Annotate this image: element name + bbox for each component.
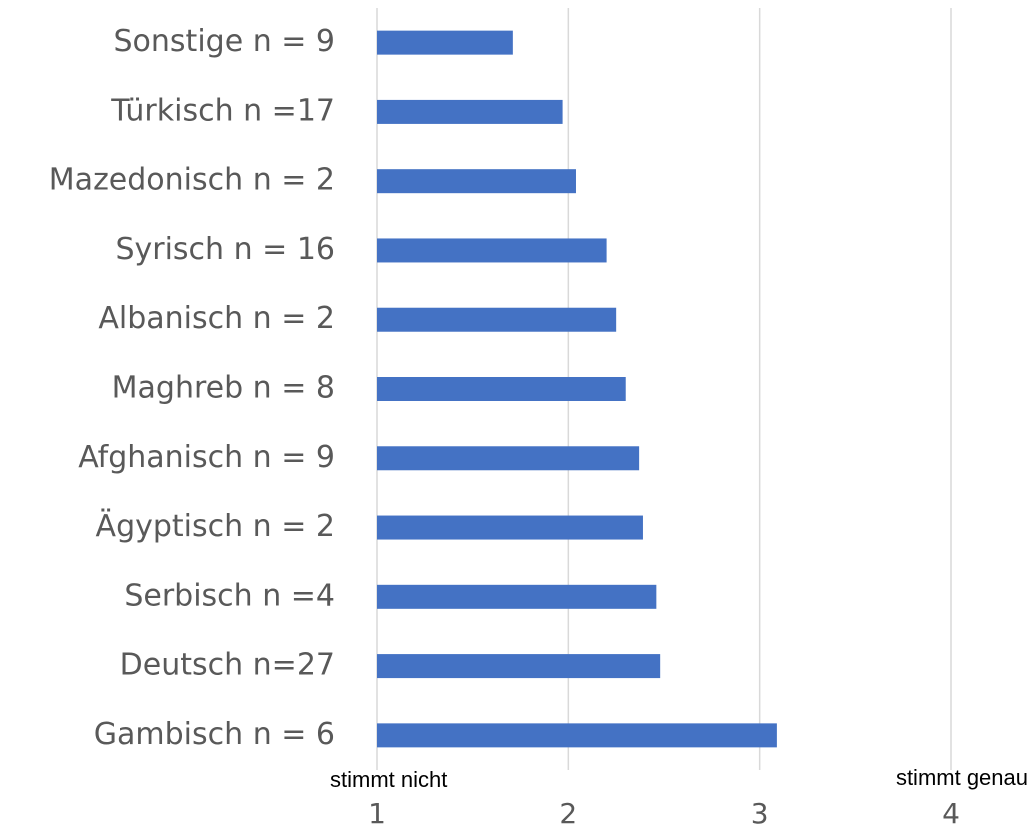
bar	[377, 30, 513, 55]
annotation: stimmt nicht	[330, 767, 447, 792]
y-tick-label: Maghreb n = 8	[112, 371, 335, 406]
x-tick-label: 1	[368, 797, 386, 829]
y-tick-label: Türkisch n =17	[110, 93, 335, 128]
annotation: stimmt genau	[896, 765, 1028, 790]
bar	[377, 307, 617, 332]
y-tick-label: Albanisch n = 2	[98, 301, 335, 336]
y-tick-label: Deutsch n=27	[120, 648, 335, 683]
y-tick-label: Sonstige n = 9	[114, 24, 335, 59]
y-tick-label: Mazedonisch n = 2	[49, 163, 335, 198]
bar	[377, 515, 643, 540]
x-tick-label: 4	[942, 797, 960, 829]
y-tick-label: Gambisch n = 6	[94, 717, 335, 752]
bar	[377, 723, 777, 748]
y-tick-label: Ägyptisch n = 2	[96, 508, 335, 544]
bar	[377, 169, 576, 194]
x-tick-label: 2	[559, 797, 577, 829]
bar	[377, 446, 640, 471]
y-tick-label: Serbisch n =4	[124, 578, 335, 613]
y-tick-label: Afghanisch n = 9	[78, 440, 335, 475]
bar	[377, 377, 626, 401]
bar	[377, 238, 607, 263]
bar	[377, 654, 661, 679]
bar	[377, 584, 657, 609]
x-tick-label: 3	[751, 797, 769, 829]
bar	[377, 99, 563, 124]
y-tick-label: Syrisch n = 16	[115, 232, 335, 267]
